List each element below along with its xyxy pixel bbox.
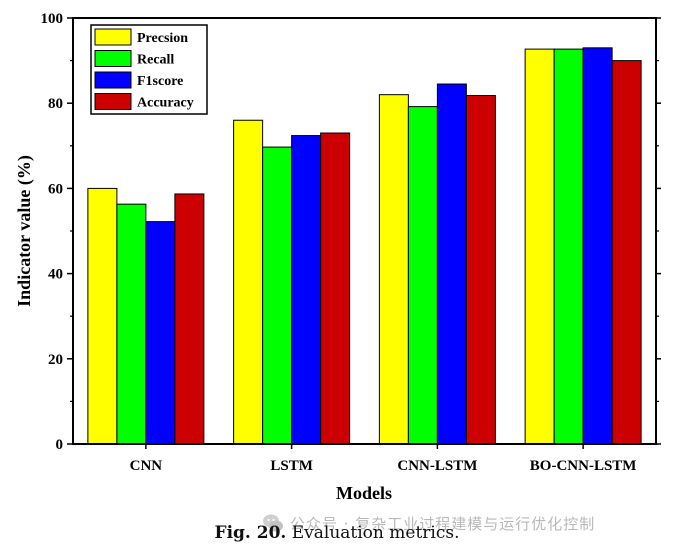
x-axis-label: Models bbox=[336, 483, 392, 503]
legend-swatch-precsion bbox=[94, 28, 132, 46]
x-tick-label: CNN bbox=[130, 458, 163, 474]
bar-cnn-recall bbox=[116, 203, 147, 445]
y-tick-label: 40 bbox=[48, 267, 63, 283]
bar-cnn-precsion bbox=[87, 187, 118, 445]
bar-bo-cnn-lstm-f1score bbox=[582, 47, 613, 445]
y-tick-label: 100 bbox=[41, 11, 64, 27]
x-tick-label: CNN-LSTM bbox=[397, 458, 477, 474]
x-tick-label: BO-CNN-LSTM bbox=[530, 458, 637, 474]
y-tick-label: 60 bbox=[48, 181, 63, 197]
watermark-text: 公众号 · 复杂工业过程建模与运行优化控制 bbox=[290, 514, 596, 533]
figure-caption: Fig. 20. Evaluation metrics. bbox=[0, 523, 674, 543]
legend-label-f1score: F1score bbox=[137, 74, 183, 89]
bar-cnn-accuracy bbox=[174, 193, 205, 445]
bar-lstm-recall bbox=[262, 146, 293, 445]
wechat-icon bbox=[263, 514, 283, 532]
bar-bo-cnn-lstm-recall bbox=[553, 48, 584, 445]
y-tick-label: 20 bbox=[48, 352, 63, 368]
legend-swatch-accuracy bbox=[94, 93, 132, 110]
caption-text: Evaluation metrics. bbox=[291, 523, 460, 543]
bar-cnn-lstm-f1score bbox=[436, 83, 467, 445]
legend-swatch-recall bbox=[94, 50, 132, 67]
y-axis-label: Indicator value (%) bbox=[14, 155, 35, 307]
y-tick-label: 80 bbox=[48, 96, 63, 112]
bar-lstm-accuracy bbox=[320, 132, 351, 445]
bar-cnn-lstm-precsion bbox=[378, 94, 409, 445]
legend-label-accuracy: Accuracy bbox=[137, 96, 194, 111]
y-tick-label: 0 bbox=[56, 437, 64, 453]
bar-cnn-lstm-recall bbox=[407, 106, 438, 445]
bar-cnn-lstm-accuracy bbox=[465, 95, 496, 445]
x-tick-label: LSTM bbox=[270, 458, 313, 474]
watermark: 公众号 · 复杂工业过程建模与运行优化控制 bbox=[262, 512, 595, 534]
bar-lstm-f1score bbox=[291, 135, 322, 445]
caption-label: Fig. 20. bbox=[214, 523, 287, 543]
bar-bo-cnn-lstm-accuracy bbox=[611, 60, 642, 445]
legend-swatch-f1score bbox=[94, 71, 132, 89]
bar-bo-cnn-lstm-precsion bbox=[524, 48, 555, 445]
bar-lstm-precsion bbox=[233, 119, 264, 445]
legend-label-precsion: Precsion bbox=[137, 31, 188, 46]
bar-cnn-f1score bbox=[145, 221, 176, 445]
legend-label-recall: Recall bbox=[137, 53, 174, 68]
